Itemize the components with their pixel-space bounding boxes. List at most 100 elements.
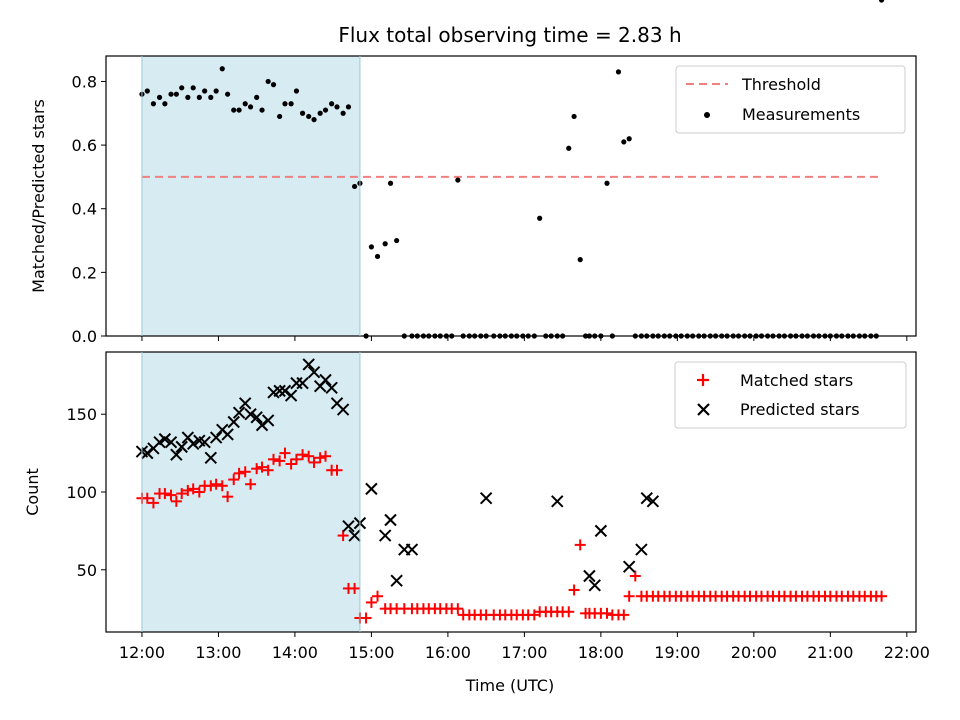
predicted-star-point bbox=[307, 366, 321, 379]
matched-star-point bbox=[320, 450, 332, 462]
predicted-star-point bbox=[273, 384, 286, 398]
measurement-point bbox=[196, 94, 202, 100]
predicted-star-point bbox=[325, 381, 338, 394]
top-y-ticks: 0.0 0.2 0.4 0.6 0.8 bbox=[72, 72, 106, 346]
bottom-legend-box bbox=[674, 361, 907, 429]
measurement-point bbox=[213, 88, 219, 94]
measurement-points bbox=[139, 0, 885, 339]
measurement-point bbox=[878, 0, 885, 3]
predicted-star-point bbox=[384, 513, 397, 527]
matched-star-point bbox=[205, 480, 217, 492]
predicted-star-point bbox=[551, 495, 564, 508]
top-x-ticks bbox=[141, 336, 908, 341]
x-tick-label: 13:00 bbox=[195, 643, 241, 662]
matched-star-point bbox=[187, 483, 199, 495]
x-tick-label: 16:00 bbox=[425, 643, 471, 662]
matched-star-point bbox=[274, 455, 286, 467]
matched-star-point bbox=[182, 484, 194, 496]
measurement-point bbox=[311, 117, 317, 123]
matched-star-point bbox=[623, 590, 635, 602]
bottom-y-axis-label: Count bbox=[23, 468, 42, 516]
predicted-star-point bbox=[588, 579, 601, 592]
x-tick-label: 19:00 bbox=[654, 643, 700, 662]
y-tick-label: 150 bbox=[66, 405, 97, 424]
measurement-point bbox=[537, 215, 543, 221]
predicted-star-point bbox=[348, 529, 361, 542]
matched-star-point bbox=[245, 478, 257, 490]
measurement-point bbox=[566, 145, 572, 151]
predicted-star-point bbox=[319, 373, 332, 387]
x-tick-label: 20:00 bbox=[731, 643, 777, 662]
bottom-x-ticks: 12:00 13:00 14:00 15:00 16:00 17:00 18:00 19:00… bbox=[119, 632, 930, 662]
measurement-point bbox=[208, 94, 214, 100]
measurement-point bbox=[254, 94, 260, 100]
measurement-point bbox=[345, 104, 352, 110]
predicted-star-point bbox=[164, 436, 178, 449]
legend-predicted-label: Predicted stars bbox=[740, 400, 860, 419]
predicted-star-point bbox=[378, 529, 392, 542]
predicted-star-point bbox=[284, 389, 298, 402]
matched-star-point bbox=[452, 603, 464, 615]
measurement-point bbox=[577, 257, 583, 263]
matched-star-point bbox=[228, 474, 240, 486]
top-panel: 0.00.20.40.60.8 Matched/Predicted stars … bbox=[29, 0, 917, 346]
matched-star-point bbox=[165, 489, 177, 501]
matched-star-point bbox=[268, 453, 280, 465]
x-tick-label: 22:00 bbox=[884, 643, 930, 662]
measurement-point bbox=[317, 110, 323, 116]
matched-stars-points bbox=[136, 447, 888, 624]
measurement-point bbox=[277, 113, 283, 120]
predicted-star-point bbox=[221, 428, 234, 441]
matched-star-point bbox=[176, 488, 188, 500]
measurement-point bbox=[387, 180, 394, 186]
bottom-y-ticks: 50 100 150 bbox=[66, 405, 106, 580]
predicted-star-point bbox=[250, 411, 263, 424]
matched-star-point bbox=[349, 582, 361, 594]
measurement-point bbox=[626, 136, 632, 142]
predicted-star-point bbox=[255, 418, 269, 432]
measurement-point bbox=[293, 88, 300, 94]
x-axis-label: Time (UTC) bbox=[465, 676, 554, 695]
matched-star-point bbox=[159, 488, 171, 500]
measurement-point bbox=[190, 85, 196, 91]
predicted-star-point bbox=[640, 492, 653, 505]
y-tick-label: 0.8 bbox=[72, 72, 97, 91]
predicted-star-point bbox=[296, 376, 309, 390]
matched-star-point bbox=[618, 609, 630, 621]
predicted-star-point bbox=[158, 432, 172, 446]
predicted-star-point bbox=[209, 431, 223, 444]
top-y-axis-label: Matched/Predicted stars bbox=[29, 99, 48, 293]
measurement-point bbox=[322, 107, 329, 113]
y-tick-label: 0.4 bbox=[72, 200, 97, 219]
measurement-point bbox=[329, 101, 335, 107]
bottom-legend: Matched stars Predicted stars bbox=[674, 361, 907, 429]
legend-measurements-swatch bbox=[704, 112, 710, 118]
measurement-point bbox=[219, 66, 225, 72]
matched-star-point bbox=[262, 464, 274, 476]
measurement-point bbox=[242, 101, 248, 107]
y-tick-label: 50 bbox=[77, 561, 97, 580]
x-tick-label: 12:00 bbox=[119, 643, 165, 662]
measurement-point bbox=[374, 253, 381, 260]
matched-star-point bbox=[574, 539, 586, 551]
matched-star-point bbox=[297, 449, 309, 461]
measurement-point bbox=[156, 94, 163, 100]
y-tick-label: 0.0 bbox=[72, 327, 97, 346]
predicted-star-point bbox=[204, 451, 217, 464]
matched-star-point bbox=[222, 491, 234, 503]
x-tick-label: 18:00 bbox=[578, 643, 624, 662]
predicted-star-point bbox=[336, 403, 350, 416]
legend-matched-swatch bbox=[697, 374, 709, 386]
measurement-point bbox=[259, 107, 265, 113]
x-tick-label: 14:00 bbox=[272, 643, 318, 662]
measurement-point bbox=[173, 91, 179, 97]
predicted-star-point bbox=[244, 408, 257, 421]
top-legend: Threshold Measurements bbox=[675, 65, 906, 134]
predicted-star-point bbox=[186, 437, 200, 450]
measurement-point bbox=[621, 139, 627, 145]
matched-star-point bbox=[372, 590, 384, 602]
matched-star-point bbox=[365, 596, 377, 608]
predicted-star-point bbox=[635, 543, 648, 556]
